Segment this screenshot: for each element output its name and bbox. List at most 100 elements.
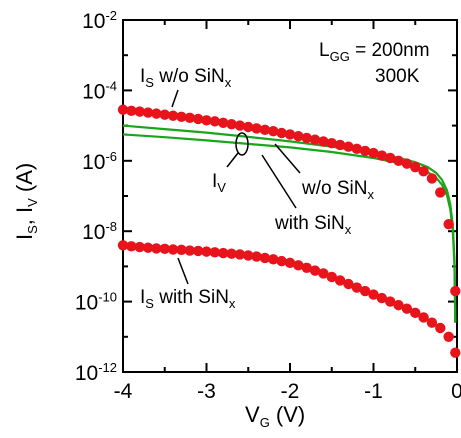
is-point [359, 145, 371, 157]
is-point [134, 241, 145, 253]
is-point [450, 347, 461, 358]
is-point [351, 282, 362, 293]
with-sinx-leader [261, 154, 297, 209]
y-tick-label: 10-4 [82, 78, 117, 103]
is-point [176, 244, 187, 256]
x-tick-label: -3 [197, 380, 216, 403]
is-point [293, 130, 304, 142]
is-with-leader [177, 257, 189, 285]
is-point [426, 173, 438, 184]
is-point [184, 112, 195, 124]
x-tick-label: -1 [364, 380, 383, 403]
is-point [159, 243, 170, 254]
is-point [259, 124, 271, 136]
is-point [435, 322, 446, 334]
is-point [251, 123, 262, 134]
wo-sinx-leader [274, 143, 301, 174]
is-point [218, 117, 229, 128]
x-tick-label: -2 [281, 380, 300, 403]
is-point [401, 303, 413, 314]
y-axis-ticks: 10-2 10-4 10-6 10-8 10-10 10-12 [75, 8, 457, 385]
with-sinx-label: with SiNx [274, 213, 352, 237]
is-point [418, 166, 429, 177]
is-point [243, 250, 254, 261]
is-point [318, 136, 329, 147]
wo-sinx-label: w/o SiNx [301, 178, 374, 202]
y-tick-label: 10-10 [75, 290, 117, 315]
is-point [326, 138, 337, 149]
is-point [318, 268, 329, 279]
is-point [385, 296, 396, 307]
is-point [218, 247, 229, 259]
is-point [201, 115, 212, 126]
is-point [376, 292, 388, 304]
x-axis-ticks: -4 -3 -2 -1 0 [114, 20, 461, 403]
y-tick-label: 10-6 [82, 149, 117, 174]
iv-group-ellipse [235, 132, 249, 156]
is-point [368, 289, 379, 300]
is-point [426, 317, 438, 328]
is-point [176, 111, 187, 123]
is-point [301, 262, 312, 274]
is-point [334, 275, 346, 286]
is-point [167, 110, 179, 121]
y-tick-label: 10-8 [82, 219, 117, 244]
is-without-sinx-label: IS w/o SiNx [140, 66, 232, 90]
is-point [142, 107, 154, 118]
y-tick-label: 10-2 [82, 8, 117, 33]
temperature-annotation: 300K [375, 66, 420, 87]
is-point [209, 247, 221, 258]
is-point [151, 108, 162, 119]
is-point [251, 251, 262, 262]
iv-label: IV [212, 171, 226, 195]
is-point [226, 248, 237, 259]
is-point [234, 249, 246, 260]
y-axis-label: IS, IV (A) [12, 163, 40, 240]
x-tick-label: -4 [114, 380, 133, 403]
is-point [334, 139, 346, 151]
is-point [117, 240, 129, 251]
is-point [142, 242, 154, 253]
is-point [126, 105, 137, 117]
x-tick-label: 0 [451, 380, 461, 403]
is-point [134, 106, 145, 117]
is-point [159, 109, 170, 120]
is-point [151, 243, 162, 254]
is-point [184, 245, 195, 256]
is-point [293, 260, 304, 271]
is-point [393, 155, 404, 166]
is-point [450, 285, 461, 297]
is-point [368, 147, 379, 159]
is-point [418, 312, 429, 323]
is-point [401, 158, 413, 169]
is-point [226, 118, 237, 130]
is-point [393, 299, 404, 311]
is-point [276, 127, 287, 139]
iv-leader [226, 152, 239, 168]
is-point [309, 265, 321, 276]
is-point [410, 161, 421, 173]
is-point [359, 285, 371, 297]
is-point [284, 129, 296, 140]
is-point [209, 116, 221, 127]
is-without-leader [171, 89, 179, 108]
is-points [117, 104, 461, 358]
is-point [268, 126, 279, 137]
is-point [284, 257, 296, 269]
is-point [351, 143, 362, 155]
is-point [201, 246, 212, 257]
is-point [410, 307, 421, 319]
is-point [309, 134, 321, 145]
is-point [126, 241, 137, 252]
y-tick-label: 10-12 [75, 360, 117, 385]
is-point [192, 113, 204, 125]
plot-area: 10-2 10-4 10-6 10-8 10-10 10-12 -4 -3 -2 -1 0 [75, 8, 461, 403]
is-point [343, 278, 354, 290]
lgg-annotation: LGG = 200nm [319, 40, 430, 64]
is-point [259, 252, 271, 264]
is-point [268, 254, 279, 265]
is-point [192, 245, 204, 257]
is-point [234, 120, 246, 131]
is-point [443, 331, 454, 342]
